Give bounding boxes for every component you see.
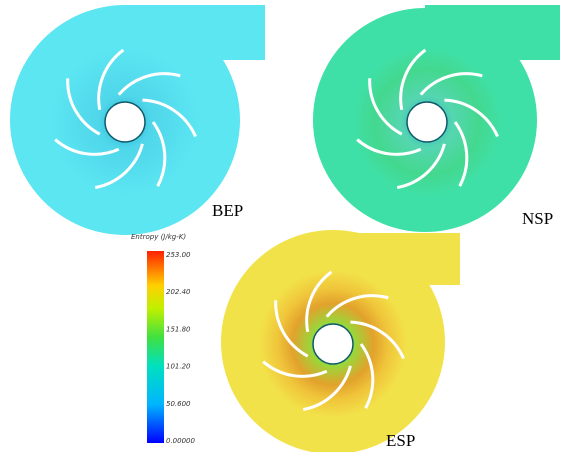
panel-label: ESP: [386, 431, 415, 450]
panel-bep: BEP: [10, 5, 265, 235]
blade: [142, 98, 197, 138]
hub: [406, 101, 448, 143]
colorbar-tick-label: 253.00: [166, 251, 191, 259]
blade: [94, 143, 144, 190]
panel-nsp: NSP: [313, 5, 560, 232]
colorbar-title: Entropy (J/kg-K): [131, 233, 186, 241]
blade: [54, 138, 120, 156]
colorbar-tick-label: 0.00000: [166, 437, 195, 445]
blade: [350, 320, 405, 360]
blade: [356, 138, 422, 156]
colorbar: Entropy (J/kg-K) 253.00 202.40 151.80 101.2…: [131, 233, 195, 445]
blade: [396, 143, 446, 190]
blade: [359, 343, 375, 409]
colorbar-tick-label: 101.20: [166, 363, 191, 371]
blade: [419, 72, 483, 96]
blade: [453, 121, 469, 187]
blade: [444, 98, 499, 138]
blade: [305, 270, 333, 333]
panel-label: BEP: [212, 201, 243, 220]
panel-esp: ESP: [221, 230, 460, 452]
blade: [368, 78, 403, 136]
blade: [399, 48, 427, 111]
blade: [262, 360, 328, 378]
hub: [312, 323, 354, 365]
panel-label: NSP: [522, 209, 553, 228]
colorbar-tick-label: 50.600: [166, 400, 191, 408]
blade: [325, 294, 389, 318]
blade: [117, 72, 181, 96]
hub: [104, 101, 146, 143]
blade: [302, 365, 352, 412]
blade: [151, 121, 167, 187]
colorbar-tick-label: 202.40: [166, 288, 191, 296]
colorbar-ramp: [147, 251, 164, 443]
blade: [97, 48, 125, 111]
blade: [274, 300, 309, 358]
blade: [66, 78, 101, 136]
colorbar-tick-label: 151.80: [166, 325, 191, 333]
